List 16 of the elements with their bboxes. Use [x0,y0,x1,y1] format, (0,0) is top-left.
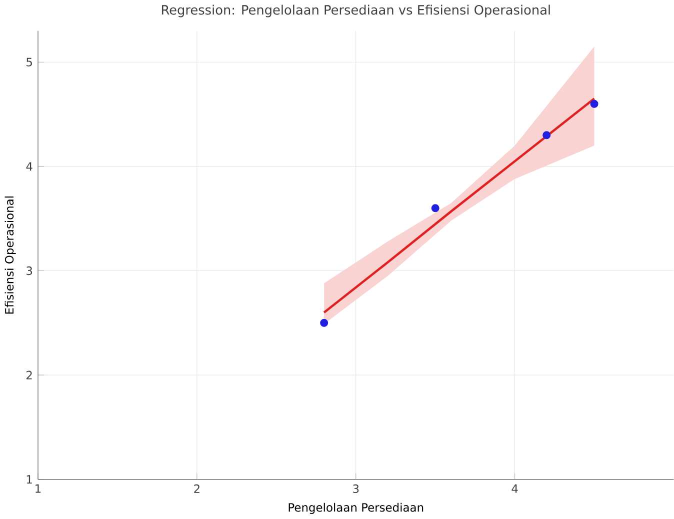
y-axis-title: Efisiensi Operasional [4,196,16,314]
point [542,131,551,140]
y-tick-label: 2 [26,370,32,380]
point [590,100,598,108]
x-tick-label: 2 [194,484,200,494]
y-tick-label: 4 [26,162,32,171]
x-tick-label: 3 [353,484,359,494]
x-axis-title: Pengelolaan Persediaan [288,503,424,514]
point [431,204,440,212]
y-tick-label: 1 [26,475,32,484]
chart-title: Regression: Pengelolaan Persediaan vs Efisiensi Operasional [162,4,550,18]
point [320,319,328,328]
x-tick-label: 1 [36,484,41,493]
y-tick-label: 3 [26,266,32,276]
x-tick-label: 4 [512,484,518,493]
y-tick-label: 5 [26,58,32,67]
